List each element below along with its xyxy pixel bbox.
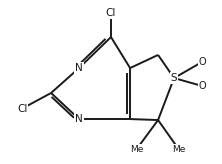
Text: Cl: Cl: [17, 104, 27, 113]
Text: O: O: [198, 81, 206, 91]
Text: Me: Me: [130, 145, 143, 154]
Text: N: N: [75, 63, 83, 73]
Text: O: O: [198, 57, 206, 67]
Text: Me: Me: [172, 145, 185, 154]
Text: S: S: [171, 73, 177, 83]
Text: N: N: [75, 114, 83, 124]
Text: Cl: Cl: [106, 8, 116, 18]
